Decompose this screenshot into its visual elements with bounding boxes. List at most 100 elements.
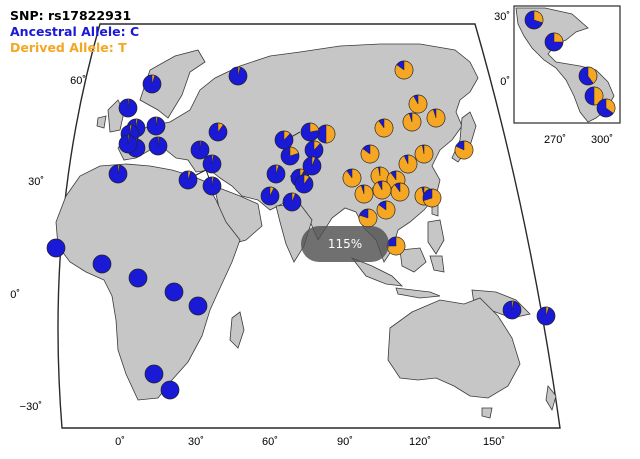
pie-derived-slice — [127, 98, 130, 109]
pie-marker — [524, 10, 544, 30]
pie-derived-slice — [354, 184, 374, 204]
pie-marker — [202, 154, 222, 174]
pie-marker — [118, 98, 138, 118]
pie-derived-slice — [454, 140, 474, 160]
pie-ancestral-slice — [164, 282, 184, 302]
pie-derived-slice — [211, 176, 214, 187]
inset-lat-label-30: 30˚ — [494, 11, 510, 23]
pie-marker — [390, 182, 410, 202]
pie-marker — [108, 164, 128, 184]
pie-derived-slice — [211, 154, 214, 165]
ancestral-allele-label: Ancestral Allele: C — [10, 24, 140, 39]
pie-derived-slice — [587, 66, 598, 84]
pie-derived-slice — [553, 32, 564, 43]
pie-marker — [146, 116, 166, 136]
lon-label-0: 0˚ — [115, 436, 125, 448]
zoom-indicator: 115% — [301, 226, 389, 262]
pie-marker — [208, 122, 228, 142]
pie-marker — [280, 146, 300, 166]
pie-derived-slice — [402, 112, 422, 132]
lon-label-120: 120˚ — [409, 436, 431, 448]
pie-ancestral-slice — [128, 268, 148, 288]
pie-marker — [398, 154, 418, 174]
lon-label-60: 60˚ — [262, 436, 278, 448]
pie-derived-slice — [390, 182, 410, 202]
pie-derived-slice — [545, 306, 550, 317]
lat-label-minus30: −30˚ — [20, 401, 42, 413]
pie-ancestral-slice — [144, 364, 164, 384]
pie-marker — [376, 200, 396, 220]
pie-marker — [266, 164, 286, 184]
pie-marker — [402, 112, 422, 132]
pie-derived-slice — [311, 156, 316, 167]
derived-allele-label: Derived Allele: T — [10, 40, 127, 55]
inset-lat-label-0: 0˚ — [500, 76, 510, 88]
pie-marker — [544, 32, 564, 52]
pie-marker — [536, 306, 556, 326]
pie-marker — [414, 144, 434, 164]
pie-marker — [202, 176, 222, 196]
pie-marker — [358, 208, 378, 228]
pie-derived-slice — [376, 200, 396, 220]
lat-label-60: 60˚ — [70, 75, 86, 87]
pie-marker — [502, 300, 522, 320]
pie-marker — [148, 136, 168, 156]
pie-marker — [374, 118, 394, 138]
pie-derived-slice — [374, 118, 394, 138]
pie-marker — [178, 170, 198, 190]
pie-marker — [596, 98, 616, 118]
pie-derived-slice — [117, 164, 120, 175]
lat-labels: 60˚ 30˚ 0˚ −30˚ — [10, 75, 86, 413]
pie-derived-slice — [151, 74, 156, 85]
pie-derived-slice — [127, 134, 130, 145]
pie-marker — [394, 60, 414, 80]
pie-derived-slice — [358, 208, 378, 228]
lon-label-90: 90˚ — [337, 436, 353, 448]
pie-marker — [160, 380, 180, 400]
lat-label-0: 0˚ — [10, 289, 20, 301]
pie-derived-slice — [303, 174, 310, 185]
pie-marker — [188, 296, 208, 316]
pie-derived-slice — [408, 94, 428, 114]
pie-marker — [260, 186, 280, 206]
pie-ancestral-slice — [160, 380, 180, 400]
snp-label: SNP: rs17822931 — [10, 8, 132, 23]
lon-label-30: 30˚ — [188, 436, 204, 448]
pie-marker — [372, 180, 392, 200]
pie-derived-slice — [313, 140, 321, 151]
pie-derived-slice — [423, 188, 442, 208]
pie-derived-slice — [414, 144, 434, 164]
population-markers — [46, 10, 616, 400]
inset-map: 30˚ 0˚ 270˚ 300˚ — [494, 5, 621, 146]
pie-marker — [454, 140, 474, 160]
pie-ancestral-slice — [46, 238, 66, 258]
pie-marker — [578, 66, 598, 86]
pie-marker — [118, 134, 138, 154]
pie-ancestral-slice — [188, 296, 208, 316]
pie-marker — [92, 254, 112, 274]
pie-ancestral-slice — [92, 254, 112, 274]
pie-derived-slice — [199, 140, 202, 151]
pie-derived-slice — [275, 164, 280, 175]
pie-marker — [354, 184, 374, 204]
pie-derived-slice — [511, 300, 514, 311]
pie-marker — [316, 124, 336, 144]
pie-marker — [408, 94, 428, 114]
pie-derived-slice — [217, 122, 224, 133]
pie-derived-slice — [342, 168, 362, 188]
pie-marker — [426, 108, 446, 128]
pie-marker — [282, 192, 302, 212]
inset-lon-label-300: 300˚ — [591, 134, 613, 146]
lon-label-150: 150˚ — [483, 436, 505, 448]
pie-marker — [128, 268, 148, 288]
pie-derived-slice — [237, 66, 241, 77]
pie-derived-slice — [372, 180, 392, 200]
pie-derived-slice — [135, 118, 138, 129]
pie-derived-slice — [533, 10, 544, 24]
pie-derived-slice — [187, 170, 192, 181]
pie-derived-slice — [426, 108, 446, 128]
pie-marker — [274, 130, 294, 150]
pie-derived-slice — [291, 192, 296, 203]
pie-derived-slice — [155, 116, 158, 127]
